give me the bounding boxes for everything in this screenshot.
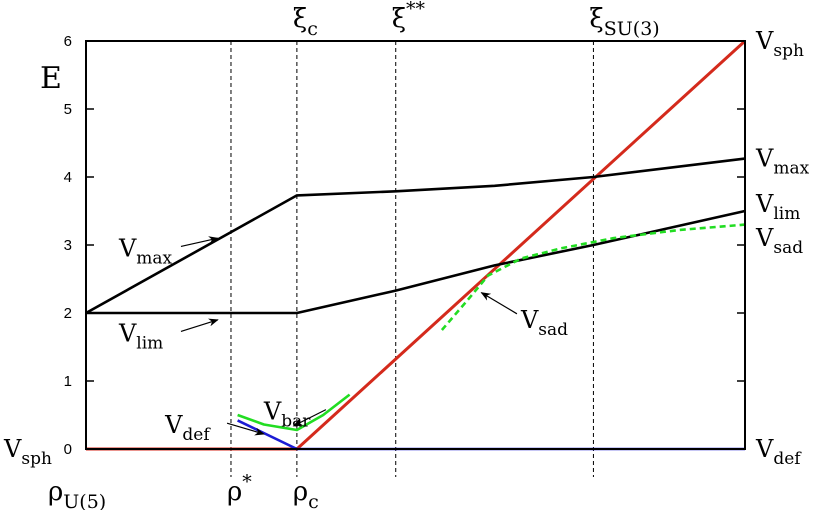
ytick-label-1: 1 [64, 373, 72, 390]
ytick-label-2: 2 [64, 305, 72, 322]
y-axis-ticks: 0 1 2 3 4 5 6 [64, 33, 745, 458]
series-v-sad [440, 223, 746, 331]
annotation-v-sad: Vsad [520, 306, 568, 340]
series-v-lim [86, 209, 746, 315]
annotation-arrow-v-def [226, 422, 265, 436]
x-left-label: ρU(5) [48, 477, 106, 510]
annotation-arrow-v-sad [480, 292, 518, 315]
ytick-label-6: 6 [64, 33, 72, 50]
ytick-label-3: 3 [64, 237, 72, 254]
y-axis-label: E [40, 61, 62, 96]
ytick-label-4: 4 [64, 169, 72, 186]
annotation-arrow-v-max [180, 236, 219, 247]
left-label-v-sph: Vsph [3, 435, 52, 469]
guide-bottom-label-1: ρc [293, 477, 319, 510]
right-label-v-max: Vmax [755, 145, 810, 179]
annotation-arrow-v-bar [292, 409, 327, 427]
annotation-v-lim: Vlim [118, 319, 163, 353]
guide-bottom-label-0: ρ* [227, 471, 252, 507]
ytick-label-0: 0 [64, 441, 72, 458]
guide-top-label-2: ξ** [392, 0, 426, 34]
series-v-max [85, 157, 746, 315]
guide-top-label-3: ξSU(3) [589, 4, 659, 40]
annotation-arrow-v-lim [180, 318, 219, 332]
right-label-v-def: Vdef [755, 435, 802, 469]
annotation-v-max: Vmax [118, 234, 173, 268]
right-label-v-lim: Vlim [755, 190, 800, 224]
vertical-guides [230, 41, 594, 477]
ytick-label-5: 5 [64, 101, 72, 118]
annotation-v-def: Vdef [164, 411, 211, 445]
right-label-v-sph: Vsph [755, 27, 804, 61]
right-label-v-sad: Vsad [755, 224, 803, 258]
guide-top-label-1: ξc [293, 4, 318, 40]
series-v-bar [237, 393, 351, 432]
